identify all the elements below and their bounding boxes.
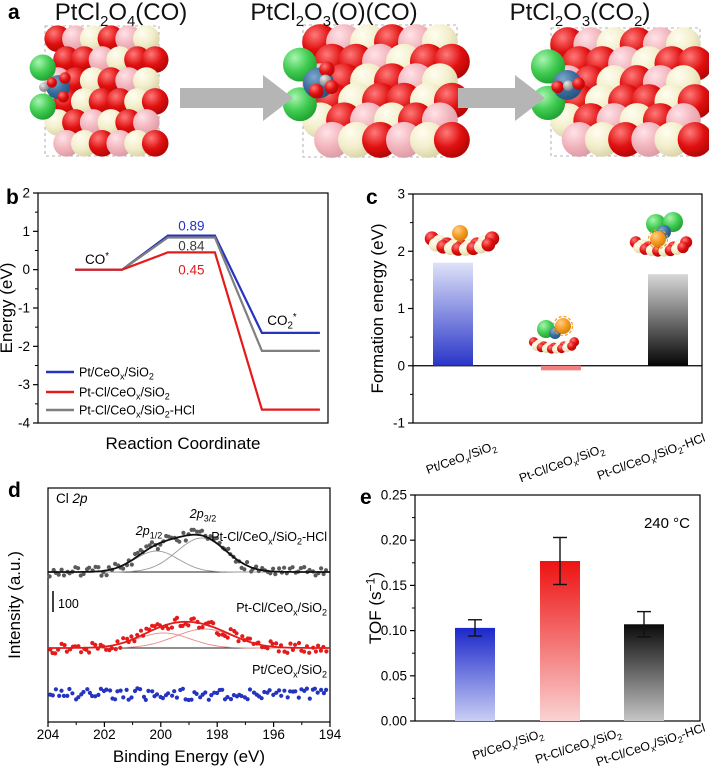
c-category-0: Pt/CeOx/SiO2 <box>424 439 499 480</box>
error-bar-1 <box>553 536 567 586</box>
formation-bar-1 <box>541 365 581 371</box>
co2-star-label: CO2* <box>267 312 297 332</box>
e-y-tick: 0.00 <box>381 714 407 729</box>
e-category-0: Pt/CeOx/SiO2 <box>471 727 546 765</box>
d-x-tick: 200 <box>150 727 173 742</box>
c-category-1: Pt-Cl/CeOx/SiO2 <box>517 442 607 488</box>
legend-item-1: Pt-Cl/CeOx/SiO2 <box>46 385 170 402</box>
panel-c: 3 2 1 0 -1 Pt/CeOx/SiO2 Pt-Cl/CeOx/SiO2Pt-Cl/C… <box>368 187 708 488</box>
xps-trace-0 <box>47 527 330 579</box>
e-y-tick: 0.20 <box>381 533 407 548</box>
d-x-tick: 202 <box>93 727 116 742</box>
c-y-axis-title: Formation energy (eV) <box>368 223 387 393</box>
b-x-axis-title: Reaction Coordinate <box>106 434 261 453</box>
e-y-tick: 0.10 <box>381 623 407 638</box>
c-y-tick: 0 <box>397 358 405 373</box>
e-y-tick: 0.15 <box>381 578 407 593</box>
b-y-tick: 1 <box>22 224 30 239</box>
legend-label: Pt-Cl/CeOx/SiO2-HCl <box>79 403 195 419</box>
legend-label: Pt/CeOx/SiO2 <box>79 365 154 381</box>
structure-title-2: PtCl2O3(O)(CO) <box>250 0 418 30</box>
structure-title-3: PtCl2O3(CO2) <box>509 0 651 30</box>
tof-bar-0 <box>455 627 495 721</box>
panel-a <box>29 24 709 158</box>
xps-trace-1 <box>48 615 330 656</box>
barrier-0.84: 0.84 <box>178 238 205 253</box>
error-bar-0 <box>468 619 482 637</box>
b-y-tick: -2 <box>18 339 30 354</box>
xps-trace-2 <box>48 686 329 703</box>
structure-title-1: PtCl2O4(CO) <box>54 0 188 30</box>
b-y-tick: -1 <box>18 301 30 316</box>
d-peak-label-32: 2p3/2 <box>189 507 216 523</box>
barrier-0.89: 0.89 <box>178 219 204 234</box>
d-scalebar-label: 100 <box>58 597 79 611</box>
panel-b-label: b <box>6 186 19 209</box>
d-trace-label-2: Pt/CeOx/SiO2 <box>252 663 327 679</box>
b-y-tick: -4 <box>18 416 30 431</box>
c-category-2: Pt-Cl/CeOx/SiO2-HCl <box>595 431 708 485</box>
b-y-axis-title: Energy (eV) <box>0 263 16 354</box>
panel-d-label: d <box>8 479 21 502</box>
e-y-tick: 0.05 <box>381 668 407 683</box>
reaction-arrow-0 <box>180 75 293 121</box>
crystal-structure-0 <box>29 25 169 157</box>
formation-bar-0 <box>433 262 473 366</box>
energy-profile-1 <box>75 251 320 411</box>
b-y-tick: -3 <box>18 377 30 392</box>
panel-d: 204 202 200 198 196 194 Cl 2p 2p1/2 2p3/2 Pt-Cl/C… <box>5 487 342 766</box>
panel-c-label: c <box>366 186 378 209</box>
d-trace-label-1: Pt-Cl/CeOx/SiO2 <box>236 601 327 617</box>
structure-inset-2 <box>629 212 693 257</box>
d-region-label: Cl 2p <box>56 491 88 506</box>
reaction-arrow-1 <box>458 75 545 121</box>
b-y-tick: 0 <box>22 262 30 277</box>
co-star-label: CO* <box>85 251 109 267</box>
c-y-tick: 3 <box>397 187 405 202</box>
d-trace-label-0: Pt-Cl/CeOx/SiO2-HCl <box>211 530 327 546</box>
d-y-axis-title: Intensity (a.u.) <box>5 551 24 659</box>
d-x-axis-title: Binding Energy (eV) <box>113 747 265 766</box>
panel-e: 0.00 0.05 0.10 0.15 0.20 0.25 240 °C Pt/CeOx/Si… <box>364 488 707 770</box>
crystal-structure-2 <box>530 27 709 157</box>
c-y-tick: 2 <box>397 244 405 259</box>
c-y-tick: -1 <box>393 416 405 431</box>
legend-item-0: Pt/CeOx/SiO2 <box>46 365 154 382</box>
d-x-tick: 196 <box>262 727 285 742</box>
formation-bar-2 <box>648 274 688 366</box>
barrier-0.45: 0.45 <box>178 262 204 277</box>
d-x-tick: 198 <box>206 727 229 742</box>
error-bar-2 <box>637 610 651 638</box>
panel-e-label: e <box>360 486 372 509</box>
c-y-tick: 1 <box>397 301 405 316</box>
tof-bar-2 <box>624 624 664 721</box>
structure-inset-0 <box>424 225 500 256</box>
crystal-structure-1 <box>282 24 470 158</box>
d-x-tick: 204 <box>37 727 60 742</box>
legend-item-2: Pt-Cl/CeOx/SiO2-HCl <box>46 403 195 420</box>
b-y-tick: 2 <box>22 186 30 201</box>
e-temperature-label: 240 °C <box>644 515 690 532</box>
e-y-tick: 0.25 <box>381 488 407 503</box>
legend-label: Pt-Cl/CeOx/SiO2 <box>79 385 170 401</box>
structure-inset-1 <box>528 315 580 354</box>
panel-b: 2 1 0 -1 -2 -3 -4 0.89 0.84 0.45 CO* CO2* Pt/CeOx/Si… <box>0 186 329 453</box>
d-x-tick: 194 <box>319 727 342 742</box>
tof-bar-1 <box>540 560 580 721</box>
e-y-axis-title: TOF (s−1) <box>364 572 385 644</box>
panel-a-label: a <box>8 1 20 24</box>
d-peak-label-12: 2p1/2 <box>135 524 162 540</box>
